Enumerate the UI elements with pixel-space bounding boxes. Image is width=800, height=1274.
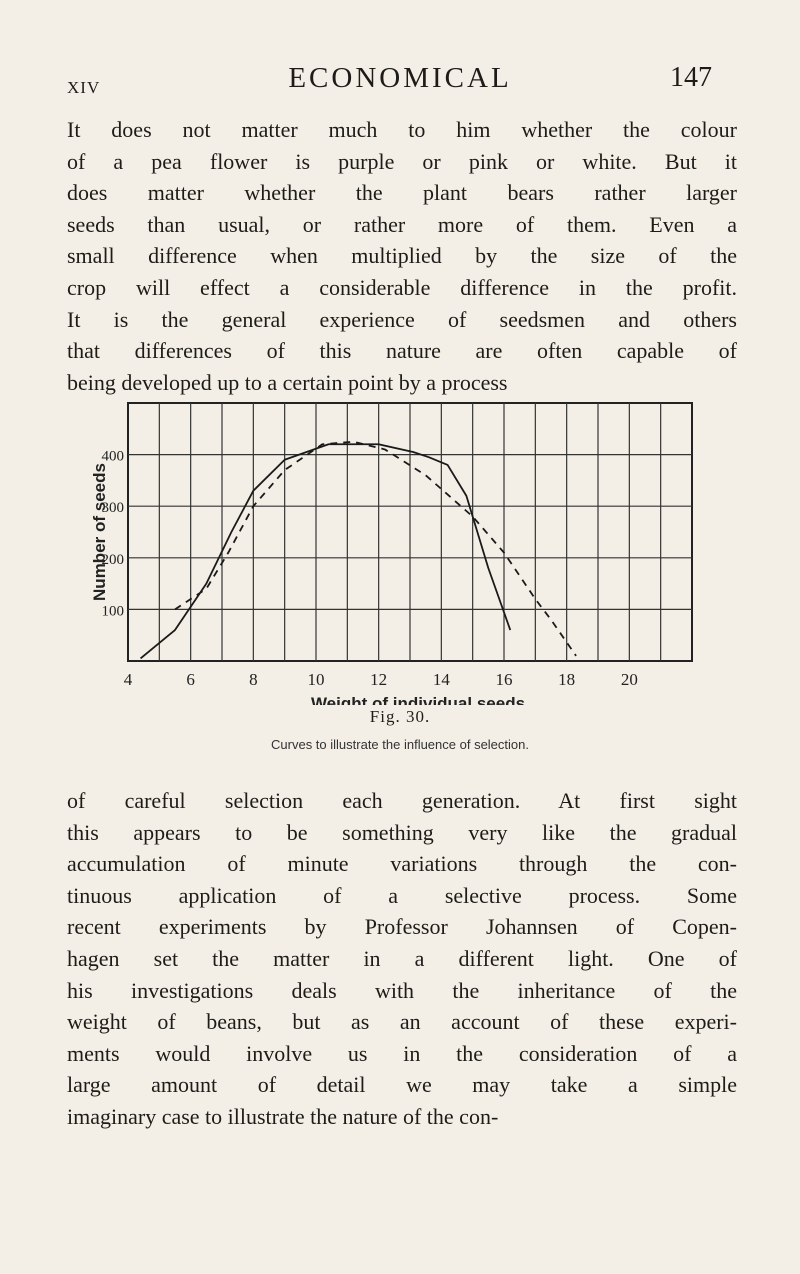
dashed-curve: [174, 440, 577, 657]
text-line: ments would involve us in the considerat…: [67, 1040, 737, 1066]
y-tick-label: 400: [102, 449, 125, 465]
y-tick-label: 100: [102, 603, 125, 619]
text-line: hagen set the matter in a different ligh…: [67, 945, 737, 971]
x-tick-label: 16: [496, 670, 513, 689]
running-header: XIV ECONOMICAL 147: [0, 58, 800, 98]
figure-30: 100 200 300 400 4 6 8 10 12 14 16 18 20 Weight of ind…: [0, 395, 800, 755]
y-tick-label: 300: [102, 500, 125, 516]
text-line: small difference when multiplied by the …: [67, 243, 737, 269]
text-line: imaginary case to illustrate the nature …: [67, 1103, 499, 1129]
text-line: recent experiments by Professor Johannse…: [67, 914, 737, 940]
text-line: of a pea flower is purple or pink or whi…: [67, 148, 737, 174]
text-line: large amount of detail we may take a sim…: [67, 1072, 737, 1098]
paragraph-top: It does not matter much to him whether t…: [67, 114, 737, 398]
x-tick-label: 10: [308, 670, 325, 689]
x-axis-label: Weight of individual seeds: [311, 694, 525, 705]
selection-chart: 100 200 300 400 4 6 8 10 12 14 16 18 20 Weight of ind…: [90, 402, 693, 705]
text-line: accumulation of minute variations throug…: [67, 851, 737, 877]
solid-curve: [139, 443, 512, 660]
text-line: seeds than usual, or rather more of them…: [67, 211, 737, 237]
x-tick-label: 6: [186, 670, 195, 689]
text-line: weight of beans, but as an account of th…: [67, 1009, 737, 1035]
text-line: of careful selection each generation. At…: [67, 788, 737, 813]
figure-subcaption: Curves to illustrate the influence of se…: [271, 737, 529, 752]
x-tick-label: 4: [124, 670, 133, 689]
y-axis-label: Number of seeds: [90, 463, 109, 601]
x-tick-label: 12: [370, 670, 387, 689]
x-tick-label: 8: [249, 670, 258, 689]
chapter-number: XIV: [67, 78, 101, 97]
text-line: tinuous application of a selective proce…: [67, 882, 737, 908]
running-title: ECONOMICAL: [288, 62, 512, 94]
text-line: does matter whether the plant bears rath…: [67, 180, 737, 206]
x-tick-label: 14: [433, 670, 451, 689]
page-number: 147: [670, 62, 712, 93]
y-tick-label: 200: [102, 552, 125, 568]
text-line: crop will effect a considerable differen…: [67, 274, 737, 300]
text-line: being developed up to a certain point by…: [67, 369, 508, 395]
text-line: this appears to be something very like t…: [67, 819, 737, 845]
text-line: It does not matter much to him whether t…: [67, 117, 737, 142]
x-tick-label: 18: [558, 670, 575, 689]
x-tick-label: 20: [621, 670, 638, 689]
figure-caption: Fig. 30.: [369, 707, 431, 726]
text-line: that differences of this nature are ofte…: [67, 338, 737, 364]
text-line: It is the general experience of seedsmen…: [67, 306, 737, 332]
paragraph-bottom: of careful selection each generation. At…: [67, 785, 737, 1133]
text-line: his investigations deals with the inheri…: [67, 977, 737, 1003]
